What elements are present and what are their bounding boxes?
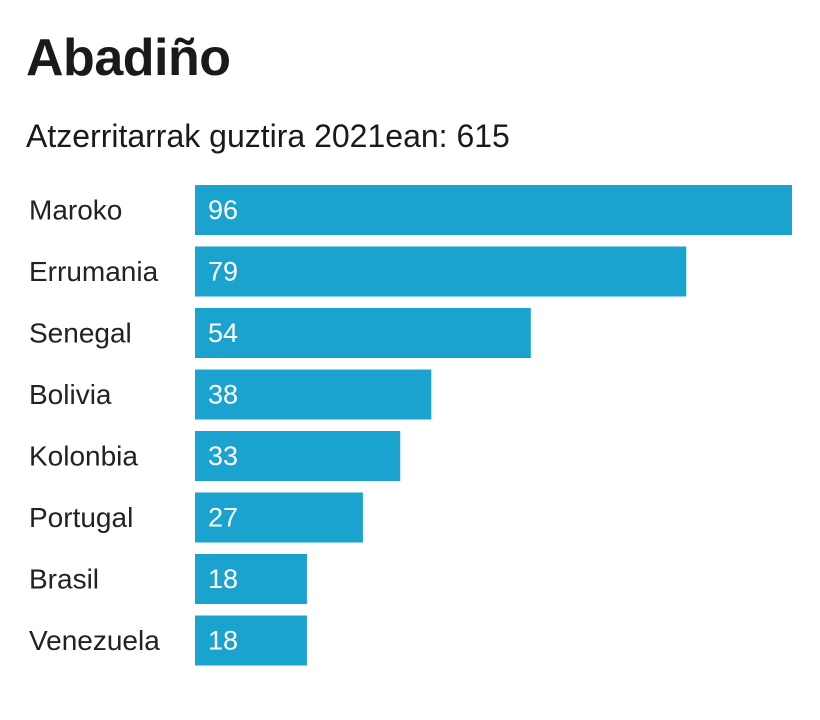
chart-subtitle: Atzerritarrak guztira 2021ean: 615 [26, 118, 510, 154]
category-label: Bolivia [29, 379, 112, 410]
bar-maroko [195, 185, 792, 235]
bar-kolonbia [195, 431, 401, 481]
category-label: Senegal [29, 318, 132, 349]
bar-bolivia [195, 369, 432, 420]
category-label: Brasil [29, 564, 99, 595]
value-label: 54 [208, 318, 238, 348]
value-label: 18 [208, 564, 238, 594]
value-label: 79 [208, 257, 238, 287]
value-label: 18 [208, 626, 238, 656]
category-label: Portugal [29, 502, 133, 533]
bar-errumania [195, 246, 687, 297]
category-label: Kolonbia [29, 441, 138, 472]
category-label: Venezuela [29, 625, 160, 656]
bar-senegal [195, 308, 531, 358]
bar-portugal [195, 492, 363, 543]
bar-venezuela [195, 615, 307, 666]
value-label: 38 [208, 380, 238, 410]
value-label: 27 [208, 503, 238, 533]
value-label: 33 [208, 441, 238, 471]
value-label: 96 [208, 195, 238, 225]
chart-title: Abadiño [26, 29, 231, 87]
category-label: Errumania [29, 256, 159, 287]
bar-brasil [195, 554, 307, 604]
category-label: Maroko [29, 195, 122, 226]
